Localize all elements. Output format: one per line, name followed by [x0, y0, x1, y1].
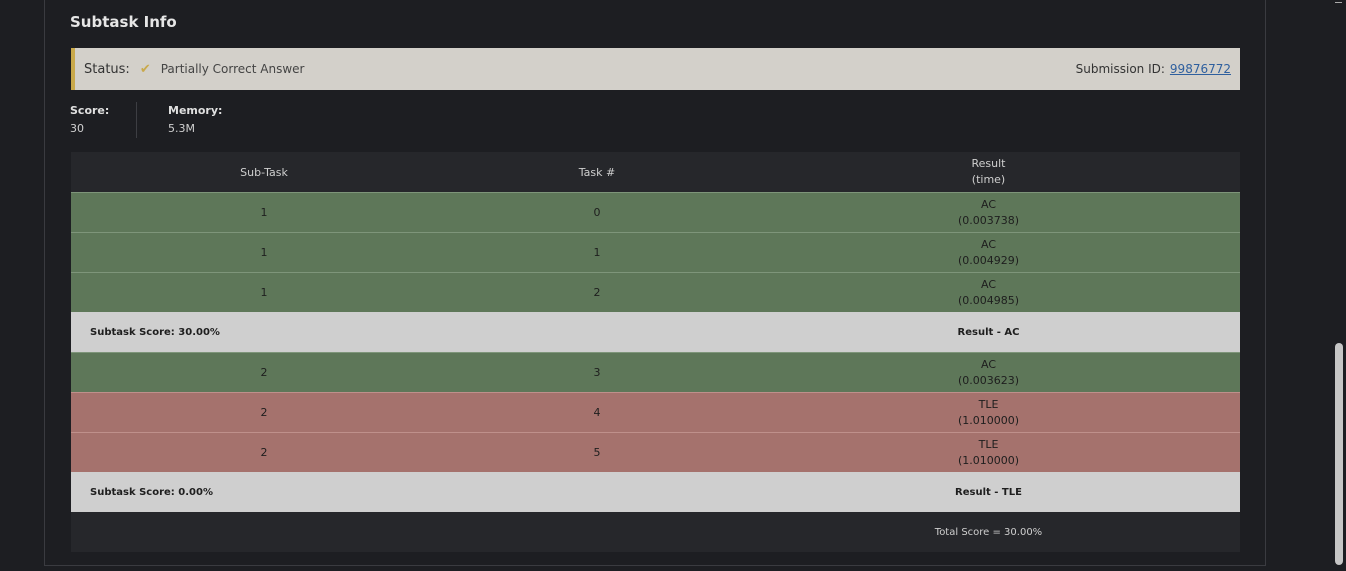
subtask-result: Result - TLE [955, 486, 1022, 498]
scrollbar-track[interactable] [1330, 0, 1346, 571]
header-result: Result (time) [737, 156, 1240, 188]
stat-divider [136, 102, 137, 138]
cell-result-verdict: AC [980, 357, 996, 371]
table-row: 1 2 AC (0.004985) [71, 272, 1240, 312]
cell-result-time: (1.010000) [957, 453, 1020, 467]
table-row: 2 5 TLE (1.010000) [71, 432, 1240, 472]
total-score: Total Score = 30.00% [934, 526, 1043, 538]
header-subtask: Sub-Task [240, 165, 288, 179]
status-bar: Status: ✔ Partially Correct Answer Submi… [71, 48, 1240, 90]
subtask-score: Subtask Score: 0.00% [90, 486, 213, 498]
cell-result-verdict: TLE [978, 437, 999, 451]
cell-result: TLE (1.010000) [737, 437, 1240, 469]
cell-task: 5 [593, 446, 601, 459]
memory-value: 5.3M [168, 122, 195, 135]
subtask-score: Subtask Score: 30.00% [90, 326, 220, 338]
status-text: Partially Correct Answer [160, 62, 305, 76]
cell-result-verdict: AC [980, 197, 996, 211]
cell-subtask: 2 [260, 366, 268, 379]
header-task: Task # [578, 165, 616, 179]
cell-task: 1 [593, 246, 601, 259]
cell-result-time: (0.003738) [957, 213, 1020, 227]
scroll-up-arrow-icon[interactable] [1335, 0, 1342, 3]
submission-id-link[interactable]: 99876772 [1169, 62, 1231, 76]
cell-result-time: (1.010000) [957, 413, 1020, 427]
subtask-summary-row: Subtask Score: 0.00% Result - TLE [71, 472, 1240, 512]
table-row: 1 1 AC (0.004929) [71, 232, 1240, 272]
total-score-row: Total Score = 30.00% [71, 512, 1240, 552]
cell-result-verdict: TLE [978, 397, 999, 411]
table-header: Sub-Task Task # Result (time) [71, 152, 1240, 192]
section-title: Subtask Info [70, 13, 177, 31]
cell-task: 0 [593, 206, 601, 219]
cell-subtask: 1 [260, 286, 268, 299]
score-label: Score: [70, 104, 110, 117]
score-value: 30 [70, 122, 84, 135]
cell-result-time: (0.003623) [957, 373, 1020, 387]
memory-stat: Memory: 5.3M [168, 104, 222, 135]
cell-result: AC (0.004985) [737, 277, 1240, 309]
header-result-sub: (time) [971, 173, 1006, 186]
cell-task: 3 [593, 366, 601, 379]
table-row: 2 4 TLE (1.010000) [71, 392, 1240, 432]
header-result-label: Result [971, 157, 1006, 170]
cell-task: 4 [593, 406, 601, 419]
subtask-summary-row: Subtask Score: 30.00% Result - AC [71, 312, 1240, 352]
subtask-result: Result - AC [957, 326, 1020, 338]
cell-result-verdict: AC [980, 277, 996, 291]
status-label: Status: [84, 61, 130, 77]
score-stat: Score: 30 [70, 104, 109, 135]
cell-result: TLE (1.010000) [737, 397, 1240, 429]
cell-result-time: (0.004929) [957, 253, 1020, 267]
table-row: 2 3 AC (0.003623) [71, 352, 1240, 392]
memory-label: Memory: [168, 104, 223, 117]
submission-id-label: Submission ID: [1075, 62, 1165, 76]
cell-subtask: 2 [260, 446, 268, 459]
cell-task: 2 [593, 286, 601, 299]
check-icon: ✔ [139, 61, 151, 77]
cell-result: AC (0.003623) [737, 357, 1240, 389]
cell-result: AC (0.003738) [737, 197, 1240, 229]
scrollbar-thumb[interactable] [1335, 343, 1343, 565]
table-row: 1 0 AC (0.003738) [71, 192, 1240, 232]
cell-result-verdict: AC [980, 237, 996, 251]
cell-result: AC (0.004929) [737, 237, 1240, 269]
cell-subtask: 1 [260, 246, 268, 259]
cell-subtask: 1 [260, 206, 268, 219]
subtask-table: Sub-Task Task # Result (time) 1 0 AC (0.0… [71, 152, 1240, 552]
cell-subtask: 2 [260, 406, 268, 419]
cell-result-time: (0.004985) [957, 293, 1020, 307]
